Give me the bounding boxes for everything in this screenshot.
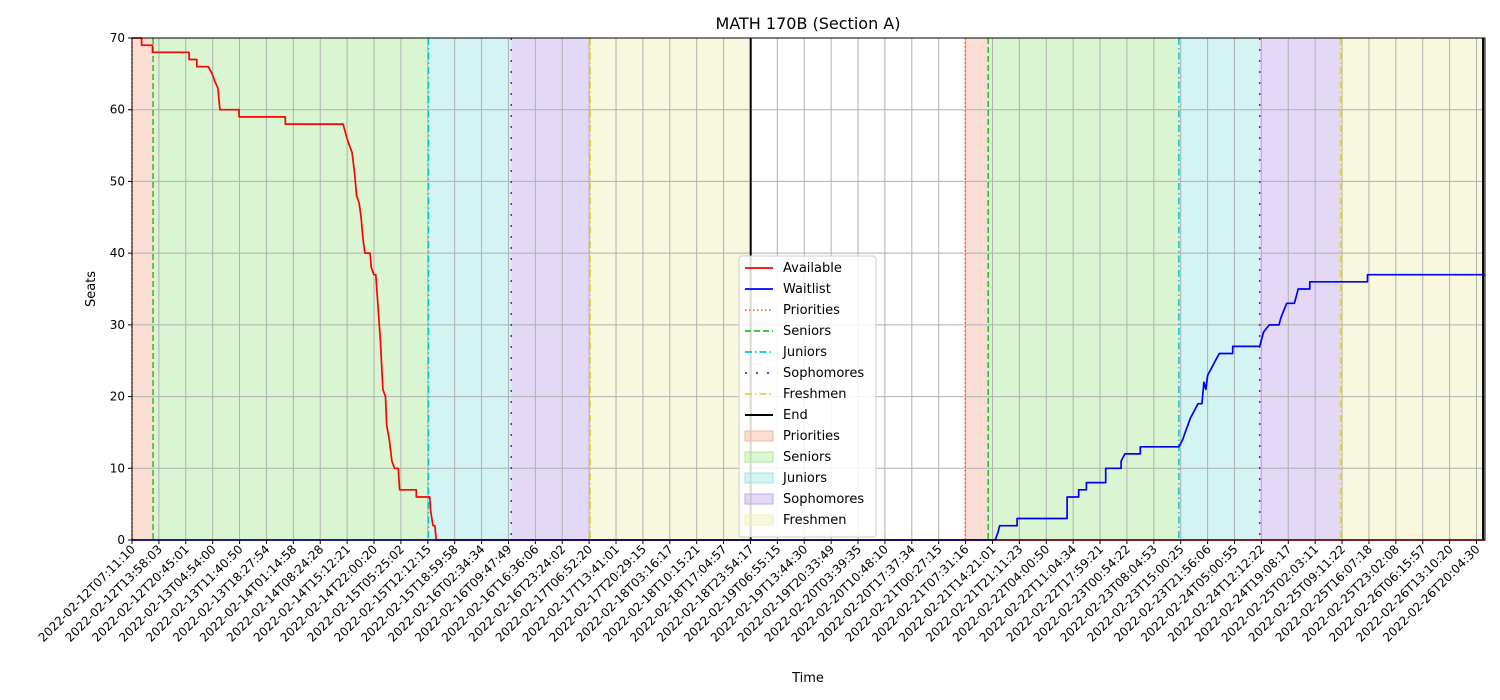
legend-swatch-priorities	[744, 430, 774, 442]
band-seniors-1	[153, 38, 429, 540]
legend-label-freshmen: Freshmen	[783, 387, 847, 402]
series-line-available	[132, 37, 1485, 541]
x-axis-title: Time	[791, 671, 824, 686]
y-tick-label: 20	[110, 390, 125, 404]
chart-title: MATH 170B (Section A)	[716, 14, 901, 33]
y-tick-label: 0	[117, 533, 125, 547]
y-tick-label: 30	[110, 318, 125, 332]
band-sophomores-3	[511, 38, 591, 540]
y-axis-title: Seats	[84, 271, 99, 307]
legend-label-freshmen: Freshmen	[783, 513, 847, 528]
y-tick-label: 10	[110, 461, 125, 475]
legend-swatch-freshmen	[744, 514, 774, 526]
legend-label-juniors: Juniors	[782, 345, 827, 360]
legend-swatch-seniors	[744, 451, 774, 463]
band-priorities-5	[965, 38, 989, 540]
series-line-waitlist	[132, 273, 1485, 541]
legend-frame	[738, 255, 877, 538]
band-juniors-7	[1178, 38, 1260, 540]
legend-label-juniors: Juniors	[782, 471, 827, 486]
plot-frame	[131, 37, 1486, 541]
legend-swatch-sophomores	[744, 493, 774, 505]
legend-label-seniors: Seniors	[783, 324, 831, 339]
band-priorities-0	[132, 38, 154, 540]
legend-label-seniors: Seniors	[783, 450, 831, 465]
legend-label-priorities: Priorities	[783, 429, 840, 444]
y-tick-label: 40	[110, 246, 125, 260]
y-tick-label: 60	[110, 103, 125, 117]
y-tick-label: 50	[110, 174, 125, 188]
band-juniors-2	[428, 38, 512, 540]
legend-label-available: Available	[783, 261, 842, 276]
legend-label-priorities: Priorities	[783, 303, 840, 318]
series-lines	[132, 37, 1485, 541]
y-tick-label: 70	[110, 31, 125, 45]
legend-label-end: End	[783, 408, 808, 423]
legend-label-sophomores: Sophomores	[783, 492, 864, 507]
legend-label-sophomores: Sophomores	[783, 366, 864, 381]
legend-swatch-juniors	[744, 472, 774, 484]
legend-label-waitlist: Waitlist	[783, 282, 831, 297]
band-freshmen-4	[590, 38, 751, 540]
band-seniors-6	[988, 38, 1179, 540]
x-axis-ticks: 2022-02-12T07:11:102022-02-12T13:58:0320…	[36, 540, 1483, 645]
band-freshmen-9	[1340, 38, 1484, 540]
legend: Available Waitlist Priorities Seniors Junior…	[738, 255, 877, 538]
y-axis-ticks: 0 10 20 30 40 50 60 70	[110, 31, 132, 547]
